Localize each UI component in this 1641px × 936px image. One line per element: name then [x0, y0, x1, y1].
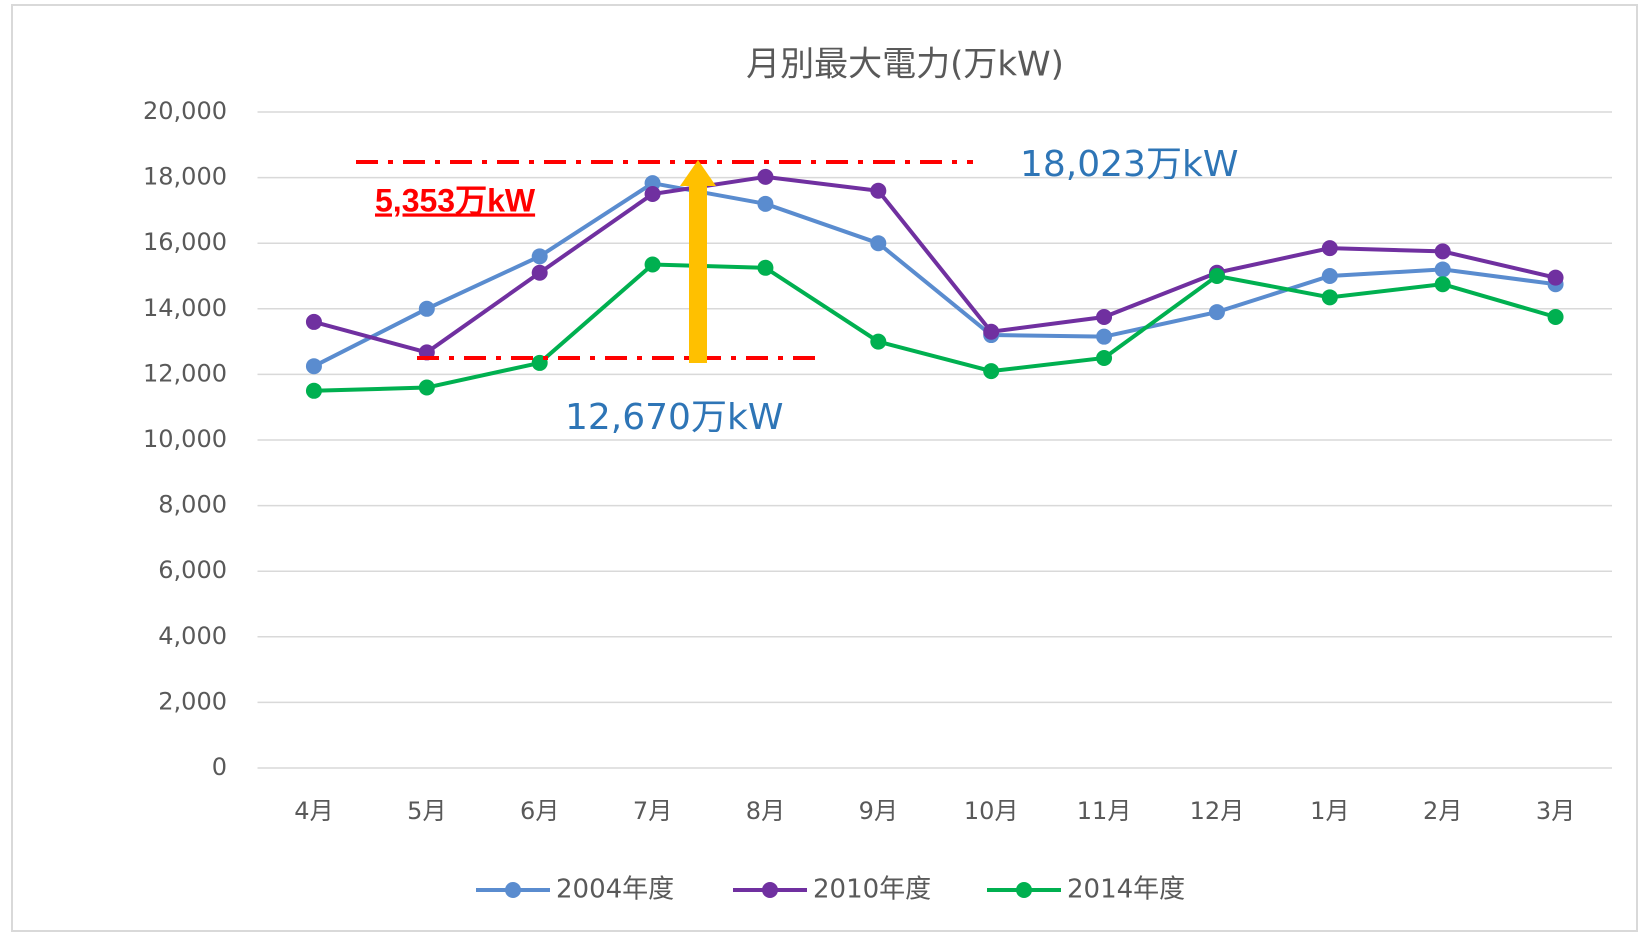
- point: [757, 168, 774, 185]
- annotation: 12,670万kW: [565, 397, 783, 438]
- y-tick-label: 18,000: [143, 163, 227, 191]
- x-tick-label: 3月: [1536, 797, 1575, 825]
- point: [870, 182, 887, 199]
- legend-marker: [762, 882, 778, 898]
- point: [1547, 269, 1564, 286]
- y-tick-label: 20,000: [143, 97, 227, 125]
- annotation: 18,023万kW: [1020, 144, 1238, 185]
- point: [305, 382, 322, 399]
- series-line: [313, 174, 1557, 355]
- y-tick-label: 6,000: [158, 556, 227, 584]
- y-tick-label: 12,000: [143, 359, 227, 387]
- arrow-head: [680, 160, 716, 186]
- point: [870, 333, 887, 350]
- point: [305, 358, 322, 375]
- point: [531, 248, 548, 265]
- x-tick-label: 12月: [1190, 797, 1245, 825]
- x-tick-label: 5月: [407, 797, 446, 825]
- y-tick-label: 14,000: [143, 294, 227, 322]
- x-tick-label: 9月: [859, 797, 898, 825]
- x-tick-label: 4月: [294, 797, 333, 825]
- series-line: [313, 181, 1556, 368]
- point: [1321, 289, 1338, 306]
- series-line: [313, 262, 1557, 393]
- legend-label: 2010年度: [813, 875, 931, 905]
- y-tick-label: 10,000: [143, 425, 227, 453]
- point: [418, 300, 435, 317]
- point: [1434, 276, 1451, 293]
- point: [1096, 328, 1113, 345]
- legend-label: 2004年度: [556, 875, 674, 905]
- x-tick-label: 7月: [633, 797, 672, 825]
- point: [531, 264, 548, 281]
- x-tick-label: 11月: [1077, 797, 1132, 825]
- point: [644, 256, 661, 273]
- chart-frame: [11, 4, 1638, 932]
- y-tick-label: 8,000: [158, 491, 227, 519]
- point: [1208, 268, 1225, 284]
- x-tick-label: 6月: [520, 797, 559, 825]
- point: [757, 195, 774, 212]
- point: [1321, 268, 1338, 284]
- point: [418, 379, 435, 396]
- legend-marker: [1016, 882, 1032, 898]
- point: [305, 313, 322, 330]
- point: [983, 363, 1000, 380]
- point: [1434, 243, 1451, 260]
- point: [644, 186, 661, 202]
- legend-marker: [505, 882, 521, 898]
- point: [1547, 309, 1564, 325]
- arrow-shaft: [689, 185, 707, 363]
- point: [1321, 240, 1338, 257]
- point: [983, 323, 1000, 340]
- annotation: 5,353万kW: [375, 182, 536, 218]
- x-tick-label: 10月: [964, 797, 1019, 825]
- y-tick-label: 2,000: [158, 687, 227, 715]
- y-tick-label: 0: [212, 753, 227, 781]
- point: [870, 235, 887, 252]
- y-tick-label: 16,000: [143, 228, 227, 256]
- point: [1434, 261, 1451, 278]
- point: [1096, 350, 1113, 366]
- point: [757, 259, 774, 276]
- legend-label: 2014年度: [1067, 875, 1185, 905]
- y-tick-label: 4,000: [158, 622, 227, 650]
- point: [1096, 309, 1113, 325]
- x-tick-label: 2月: [1423, 797, 1462, 825]
- x-tick-label: 1月: [1310, 797, 1349, 825]
- x-tick-label: 8月: [746, 797, 785, 825]
- chart-title: 月別最大電力(万kW): [746, 45, 1064, 85]
- point: [1208, 304, 1225, 321]
